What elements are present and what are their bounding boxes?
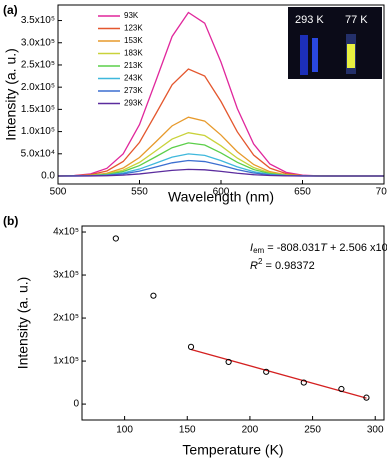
legend-label: 153K [124,36,143,45]
data-point [338,385,345,393]
panel-label: (b) [3,214,18,228]
y-tick-label: 2x10⁵ [53,313,79,324]
y-tick-label: 3.5x10⁵ [21,15,55,26]
y-tick-label: 4x10⁵ [53,227,79,238]
fit-r2: R2 = 0.98372 [250,257,315,272]
tube [300,35,308,75]
data-point [363,394,370,401]
data-point [150,292,157,299]
legend-label: 273K [124,86,143,95]
eq-part: = -808.031 [264,242,320,254]
fit-equation: Iem = -808.031T + 2.506 x10⁵ [250,242,387,255]
legend-label: 123K [124,24,143,33]
r2-part: = 0.98372 [262,260,314,272]
y-tick-label: 1.5x10⁵ [21,104,55,115]
x-tick-label: 550 [131,187,148,198]
plot-frame [57,4,385,185]
x-tick-label: 250 [304,425,321,436]
x-tick-label: 150 [179,425,196,436]
legend-label: 183K [124,49,143,58]
legend-label: 243K [124,74,143,83]
x-tick-label: 600 [213,187,230,198]
y-tick-label: 3.0x10⁵ [21,37,55,48]
eq-part: em [253,246,264,255]
r2-part: R [250,260,258,272]
series-line [57,132,384,177]
series-line [57,168,384,177]
data-point [225,358,232,366]
x-tick-label: 500 [50,187,67,198]
legend-label: 293K [124,99,143,108]
inset-label: 293 K [295,14,324,26]
y-tick-label: 0.0 [41,171,55,182]
legend-label: 213K [124,61,143,70]
x-axis-label: Wavelength (nm) [168,189,274,205]
y-tick-label: 3x10⁵ [53,270,79,281]
data-point [112,235,119,242]
data-point [300,379,307,386]
fit-line [190,348,367,399]
legend-label: 93K [124,11,139,20]
eq-part: + 2.506 x10⁵ [327,242,387,254]
x-tick-label: 200 [242,425,259,436]
inset-label: 77 K [345,14,368,26]
panel-label: (a) [3,3,18,17]
y-tick-label: 1.0x10⁵ [21,126,55,137]
x-tick-label: 700 [376,187,387,198]
y-tick-label: 0 [73,399,79,410]
inset-photo: 293 K 77 K [288,7,382,79]
tube-glow [347,44,355,68]
y-axis-label: Intensity (a. u.) [3,48,19,141]
x-tick-label: 300 [367,425,384,436]
x-tick-label: 650 [294,187,311,198]
eq-part: T [320,242,328,254]
y-tick-label: 2.5x10⁵ [21,60,55,71]
y-axis-label: Intensity (a. u.) [15,277,31,370]
x-tick-label: 100 [116,425,133,436]
plot-frame [81,225,385,421]
eq-part: I [250,242,253,254]
data-point [263,368,270,375]
data-point [187,343,195,350]
r2-part: 2 [258,257,263,266]
x-axis-label: Temperature (K) [182,442,283,458]
y-tick-label: 2.0x10⁵ [21,82,55,93]
y-tick-label: 5.0x10⁴ [21,148,55,159]
tube [312,38,318,72]
y-tick-label: 1x10⁵ [53,356,79,367]
